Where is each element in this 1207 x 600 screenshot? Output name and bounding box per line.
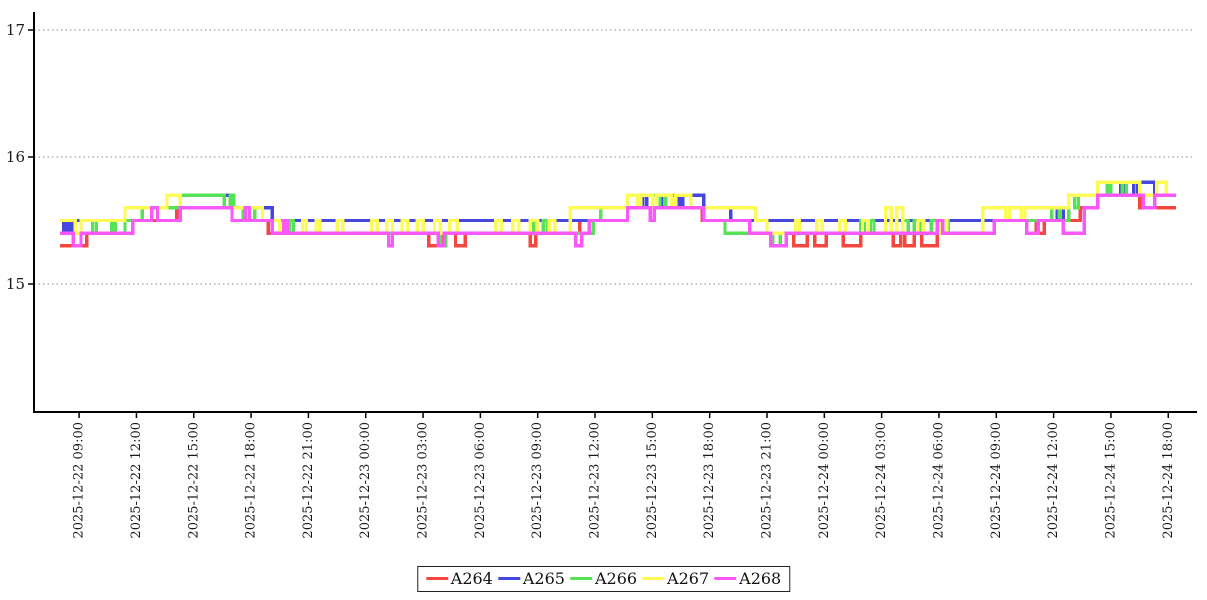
x-tick-label: 2025-12-22 09:00 [72, 422, 87, 539]
x-tick-label: 2025-12-23 06:00 [473, 422, 488, 539]
legend-label-a265: A265 [522, 569, 565, 588]
legend-swatch-a268 [714, 576, 737, 581]
x-tick-label: 2025-12-24 18:00 [1161, 422, 1176, 539]
legend-item-a265: A265 [497, 569, 565, 588]
legend-swatch-a266 [569, 576, 592, 581]
x-tick-label: 2025-12-24 03:00 [874, 422, 889, 539]
legend-label-a268: A268 [739, 569, 782, 588]
x-tick-label: 2025-12-22 15:00 [186, 422, 201, 539]
legend-swatch-a264 [425, 576, 448, 581]
legend-label-a267: A267 [667, 569, 710, 588]
x-tick-label: 2025-12-23 09:00 [530, 422, 545, 539]
x-tick-label: 2025-12-24 09:00 [989, 422, 1004, 539]
legend-item-a266: A266 [569, 569, 638, 588]
x-tick-label: 2025-12-24 15:00 [1103, 422, 1118, 539]
x-tick-label: 2025-12-23 15:00 [645, 422, 660, 539]
x-tick-label: 2025-12-23 21:00 [759, 422, 774, 539]
legend-label-a266: A266 [594, 569, 638, 588]
x-tick-label: 2025-12-22 12:00 [129, 422, 144, 539]
legend-item-a268: A268 [714, 569, 781, 588]
legend-swatch-a267 [642, 576, 665, 581]
x-tick-label: 2025-12-23 00:00 [358, 422, 373, 539]
legend-swatch-a265 [497, 576, 520, 581]
x-tick-label: 2025-12-24 12:00 [1046, 422, 1061, 539]
series-line-a267 [60, 180, 1176, 235]
x-tick-label: 2025-12-23 03:00 [416, 422, 431, 539]
series-line-a268 [60, 193, 1176, 248]
y-tick-label: 16 [6, 148, 25, 166]
x-tick-label: 2025-12-23 18:00 [702, 422, 717, 539]
legend-item-a267: A267 [642, 569, 709, 588]
chart-legend: A264 A265 A266 A267 A268 [416, 566, 791, 592]
x-tick-label: 2025-12-24 00:00 [817, 422, 832, 539]
y-tick-label: 15 [6, 275, 25, 293]
x-tick-label: 2025-12-22 21:00 [301, 422, 316, 539]
y-tick-label: 17 [6, 21, 25, 39]
x-tick-label: 2025-12-23 12:00 [588, 422, 603, 539]
legend-item-a264: A264 [425, 569, 493, 588]
x-tick-label: 2025-12-22 18:00 [244, 422, 259, 539]
legend-label-a264: A264 [450, 569, 493, 588]
x-tick-label: 2025-12-24 06:00 [931, 422, 946, 539]
